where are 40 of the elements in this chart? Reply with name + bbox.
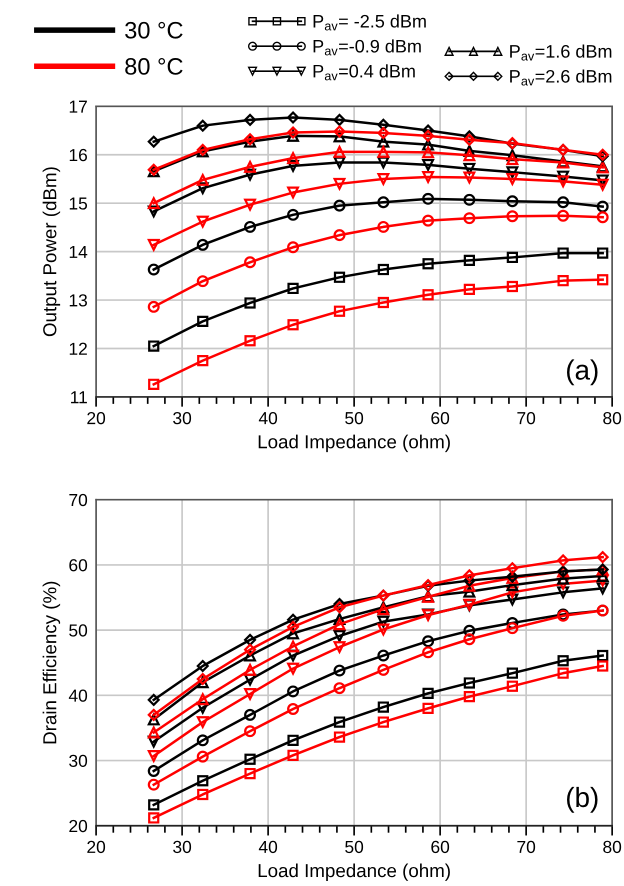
y-tick-label: 14 xyxy=(70,246,88,258)
legend-label: P$_{av}$=2.6 dBm xyxy=(510,69,612,86)
x-tick-label: 70 xyxy=(517,840,536,854)
legend-label: P$_{av}$= -2.5 dBm xyxy=(314,14,426,30)
x-tick-label: 80 xyxy=(603,840,622,854)
y-tick-label: 70 xyxy=(69,494,88,506)
legend-label: P$_{av}$=1.6 dBm xyxy=(510,44,612,61)
x-tick-label: 70 xyxy=(517,412,536,424)
legend-label: P$_{av}$=0.4 dBm xyxy=(314,64,415,80)
x-tick-label: 30 xyxy=(173,840,192,854)
y-tick-label: 50 xyxy=(69,624,88,637)
y-tick-label: 60 xyxy=(69,559,88,572)
y-tick-label: 40 xyxy=(68,690,88,702)
y-tick-label: 17 xyxy=(70,100,87,113)
text: 30 °C xyxy=(125,22,183,39)
x-axis-title: Load Impedance (ohm) xyxy=(258,434,450,452)
y-tick-label: 16 xyxy=(70,148,87,162)
y-tick-label: 13 xyxy=(70,294,87,307)
y-tick-label: 20 xyxy=(69,820,88,832)
annotation: (a) xyxy=(567,359,598,386)
x-tick-label: 40 xyxy=(258,840,278,854)
y-axis-title: Drain Efficiency (%) xyxy=(42,582,60,744)
y-tick-label: 30 xyxy=(69,754,88,768)
x-tick-label: 60 xyxy=(431,412,450,424)
annotation: (b) xyxy=(567,786,598,813)
y-axis-title: Output Power (dBm) xyxy=(42,167,60,336)
x-tick-label: 20 xyxy=(87,412,106,424)
y-tick-label: 11 xyxy=(71,391,87,404)
x-tick-label: 30 xyxy=(173,412,192,424)
x-tick-label: 60 xyxy=(431,840,450,854)
x-axis-title: Load Impedance (ohm) xyxy=(258,863,450,881)
x-tick-label: 50 xyxy=(345,840,364,854)
y-tick-label: 12 xyxy=(70,342,87,355)
legend-label: P$_{av}$=-0.9 dBm xyxy=(314,39,421,56)
text: 80 °C xyxy=(125,58,183,75)
x-tick-label: 80 xyxy=(603,412,622,424)
y-tick-label: 15 xyxy=(70,198,88,210)
x-tick-label: 50 xyxy=(345,412,364,424)
x-tick-label: 20 xyxy=(87,840,106,854)
x-tick-label: 40 xyxy=(258,412,278,424)
